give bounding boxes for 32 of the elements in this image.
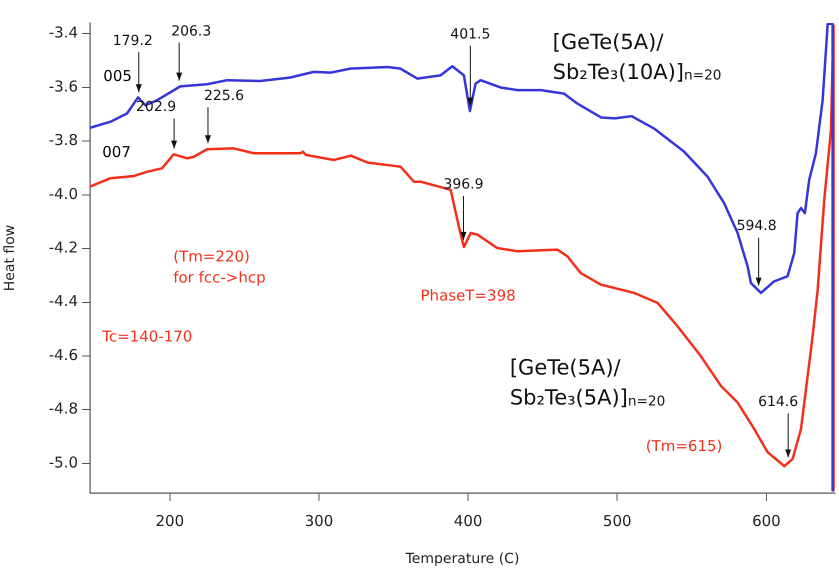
annotation: 225.6 (204, 88, 244, 104)
x-tick-label: 600 (752, 512, 781, 530)
x-tick-label: 200 (155, 512, 184, 530)
annotation: 202.9 (136, 99, 176, 116)
y-tick-label: -3.6 (48, 77, 78, 96)
annotation: Tc=140-170 (101, 327, 192, 346)
x-tick-label: 500 (602, 512, 632, 530)
series-label: [GeTe(5A)/ Sb₂Te₃(5A)]n=20 (510, 356, 666, 410)
annotation: 396.9 (443, 176, 484, 193)
annotation: 401.5 (450, 26, 490, 42)
y-axis-title: Heat flow (2, 224, 18, 292)
y-tick-label: -4.8 (48, 400, 78, 418)
y-tick-label: -4.2 (48, 238, 78, 256)
series-label: [GeTe(5A)/ Sb₂Te₃(10A)]n=20 (552, 30, 722, 84)
annotation: 005 (103, 67, 132, 86)
x-tick-label: 300 (304, 512, 334, 530)
y-tick-label: -4.0 (48, 184, 78, 203)
y-tick-label: -3.8 (48, 131, 78, 150)
x-tick-label: 400 (454, 512, 482, 530)
y-tick-label: -3.4 (48, 24, 78, 42)
annotation: 179.2 (112, 32, 153, 49)
annotation: PhaseT=398 (420, 286, 516, 305)
annotation: (Tm=615) (646, 436, 722, 455)
y-tick-label: -4.6 (48, 346, 78, 364)
annotation: 594.8 (736, 218, 777, 234)
annotation: 206.3 (171, 23, 212, 40)
x-axis-title: Temperature (C) (404, 551, 520, 568)
annotation: (Tm=220) for fcc->hcp (173, 248, 266, 287)
annotation: 007 (102, 143, 131, 162)
y-tick-label: -5.0 (48, 453, 78, 472)
y-tick-label: -4.4 (48, 292, 78, 310)
annotation: 614.6 (758, 394, 798, 410)
